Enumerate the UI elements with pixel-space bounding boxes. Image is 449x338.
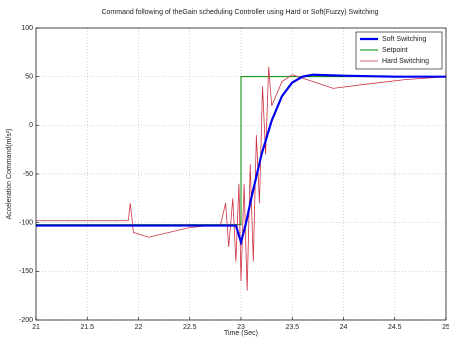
legend-label: Hard Switching bbox=[382, 58, 429, 65]
x-tick-label: 21.5 bbox=[80, 324, 94, 331]
x-tick-label: 23.5 bbox=[285, 324, 299, 331]
y-axis-label: Acceleration Command(m/s²) bbox=[6, 128, 13, 219]
legend-label: Setpoint bbox=[382, 47, 408, 54]
y-tick-label: -50 bbox=[23, 171, 33, 178]
x-axis-label: Time (Sec) bbox=[224, 330, 258, 337]
x-tick-label: 25 bbox=[442, 324, 449, 331]
y-tick-label: 100 bbox=[21, 25, 33, 32]
y-tick-label: -100 bbox=[19, 220, 33, 227]
y-tick-label: -200 bbox=[19, 317, 33, 324]
x-tick-label: 22 bbox=[135, 324, 143, 331]
y-tick-label: -150 bbox=[19, 268, 33, 275]
plot-frame bbox=[35, 27, 447, 321]
y-tick-label: 0 bbox=[29, 122, 33, 129]
series-line bbox=[36, 73, 446, 247]
x-tick-label: 23 bbox=[237, 324, 245, 331]
x-tick-label: 24 bbox=[340, 324, 348, 331]
chart-title: Command following of theGain scheduling … bbox=[101, 9, 378, 16]
y-tick-label: 50 bbox=[25, 74, 33, 81]
legend-label: Soft Switching bbox=[382, 36, 426, 43]
x-tick-label: 22.5 bbox=[183, 324, 197, 331]
series-line bbox=[36, 66, 447, 291]
x-tick-label: 24.5 bbox=[388, 324, 402, 331]
x-tick-label: 21 bbox=[32, 324, 40, 331]
